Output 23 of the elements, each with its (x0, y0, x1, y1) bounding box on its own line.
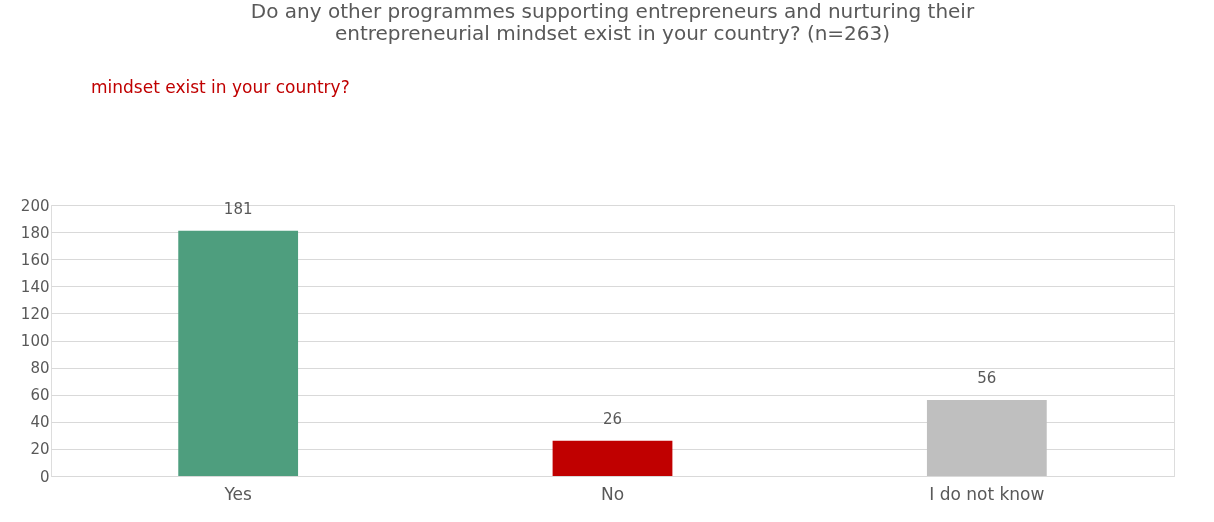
y-tick-label: 160 (20, 250, 50, 269)
y-tick-label: 140 (20, 277, 50, 296)
y-tick-label: 200 (20, 196, 50, 215)
y-tick-label: 120 (20, 304, 50, 323)
bar (552, 440, 673, 476)
y-tick-label: 40 (30, 413, 50, 432)
y-tick-label: 60 (30, 386, 50, 405)
bar (926, 400, 1047, 476)
data-label: 56 (977, 369, 997, 388)
text: mindset exist in your country? (91, 77, 350, 97)
bar (178, 230, 299, 476)
text: entrepreneurial mindset exist in your country? (n=263) (334, 21, 891, 45)
y-tick-label: 0 (39, 467, 50, 486)
data-label: 26 (602, 409, 623, 428)
y-tick-label: 180 (20, 223, 50, 242)
x-tick-label: I do not know (929, 483, 1045, 504)
text: Do any other programmes supporting entrepreneurs and nurturing their (250, 0, 975, 23)
y-tick-label: 80 (30, 359, 50, 378)
y-tick-label: 20 (30, 440, 50, 459)
y-tick-label: 100 (20, 332, 50, 350)
data-label: 181 (223, 199, 253, 218)
x-tick-label: No (600, 483, 625, 504)
x-tick-label: Yes (223, 483, 253, 504)
